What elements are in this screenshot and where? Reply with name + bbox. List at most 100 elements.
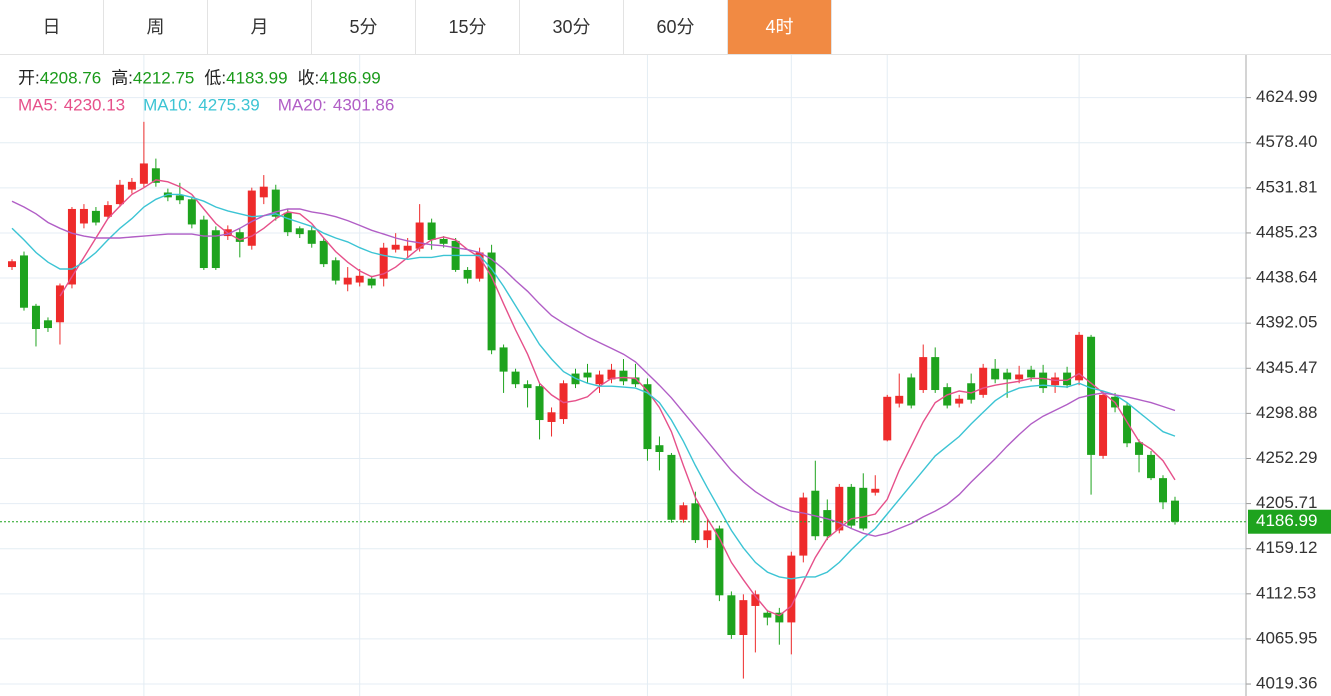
candle-body <box>607 369 616 380</box>
ma-value: 4230.13 <box>64 95 125 114</box>
candle-body <box>511 371 520 385</box>
candle-body <box>787 555 796 623</box>
candle-body <box>1135 442 1144 455</box>
quote-label: 收: <box>298 68 320 87</box>
candle-body <box>1027 369 1036 378</box>
candle-body <box>763 612 772 618</box>
y-tick-label: 4578.40 <box>1256 132 1317 151</box>
period-tab[interactable]: 4时 <box>728 0 832 54</box>
quote-label: 开: <box>18 68 40 87</box>
candle-body <box>1039 372 1048 389</box>
candle-body <box>295 228 304 235</box>
y-tick-label: 4065.95 <box>1256 628 1317 647</box>
candle-body <box>727 595 736 635</box>
quote-value: 4208.76 <box>40 68 101 87</box>
last-price-label: 4186.99 <box>1256 511 1317 530</box>
candle-body <box>811 490 820 537</box>
candle-body <box>427 222 436 240</box>
candle-body <box>991 368 1000 380</box>
candle-body <box>535 386 544 421</box>
candle-body <box>367 278 376 286</box>
candle-body <box>415 222 424 249</box>
candle-body <box>439 238 448 244</box>
candle-body <box>547 412 556 422</box>
candle-body <box>55 285 64 323</box>
candle-body <box>175 195 184 201</box>
period-tab[interactable]: 周 <box>104 0 208 54</box>
candle-body <box>211 230 220 269</box>
candle-body <box>751 594 760 606</box>
y-tick-label: 4112.53 <box>1256 583 1316 602</box>
candle-body <box>559 383 568 420</box>
candle-body <box>475 252 484 279</box>
period-tab[interactable]: 月 <box>208 0 312 54</box>
candle-body <box>8 261 16 268</box>
candle-body <box>667 454 676 520</box>
candle-body <box>1159 478 1168 503</box>
quote-value: 4186.99 <box>319 68 380 87</box>
y-tick-label: 4019.36 <box>1256 674 1317 693</box>
y-tick-label: 4485.23 <box>1256 222 1317 241</box>
candle-body <box>343 277 352 285</box>
ma-value: 4301.86 <box>333 95 394 114</box>
y-tick-label: 4531.81 <box>1256 177 1317 196</box>
candle-body <box>703 530 712 541</box>
candle-body <box>967 383 976 400</box>
candle-body <box>823 510 832 537</box>
candle-body <box>691 503 700 541</box>
candle-body <box>1171 500 1179 522</box>
period-tab[interactable]: 5分 <box>312 0 416 54</box>
quote-label: 低: <box>204 68 226 87</box>
quote-value: 4183.99 <box>226 68 287 87</box>
candle-body <box>955 398 964 404</box>
candle-body <box>979 367 988 395</box>
candle-body <box>271 189 280 217</box>
period-tab[interactable]: 60分 <box>624 0 728 54</box>
y-tick-label: 4438.64 <box>1256 268 1317 287</box>
candle-body <box>391 244 400 250</box>
candle-body <box>247 190 256 246</box>
candle-body <box>775 612 784 623</box>
candle-body <box>883 396 892 441</box>
candle-body <box>799 497 808 556</box>
candle-body <box>643 384 652 450</box>
candle-body <box>331 260 340 281</box>
candle-body <box>907 377 916 406</box>
candle-body <box>859 487 868 529</box>
candle-body <box>1051 377 1060 386</box>
candle-body <box>19 255 28 308</box>
quote-value: 4212.75 <box>133 68 194 87</box>
candle-body <box>847 486 856 526</box>
y-tick-label: 4205.71 <box>1256 493 1317 512</box>
y-tick-label: 4624.99 <box>1256 87 1317 106</box>
candle-body <box>127 181 136 190</box>
ma-line <box>59 179 1176 617</box>
y-tick-label: 4345.47 <box>1256 358 1317 377</box>
candle-body <box>403 245 412 251</box>
candle-body <box>943 387 952 406</box>
period-tab[interactable]: 15分 <box>416 0 520 54</box>
candle-body <box>463 269 472 279</box>
last-price-box <box>1248 509 1331 534</box>
candle-body <box>79 208 88 224</box>
candle-body <box>583 372 592 378</box>
candle-body <box>1075 334 1084 381</box>
candle-body <box>715 528 724 596</box>
y-tick-label: 4392.05 <box>1256 313 1317 332</box>
quote-label: 高: <box>111 68 133 87</box>
candle-body <box>1003 372 1012 380</box>
ma-label: MA5: <box>18 95 58 114</box>
candle-body <box>931 357 940 391</box>
period-tab[interactable]: 30分 <box>520 0 624 54</box>
y-tick-label: 4298.88 <box>1256 403 1317 422</box>
period-tab[interactable]: 日 <box>0 0 104 54</box>
candle-body <box>595 374 604 385</box>
candle-body <box>631 377 640 385</box>
candle-body <box>283 212 292 233</box>
ma-label: MA20: <box>278 95 327 114</box>
candle-body <box>187 199 196 225</box>
candle-body <box>1123 405 1132 444</box>
candle-body <box>919 357 928 391</box>
candle-body <box>499 347 508 372</box>
